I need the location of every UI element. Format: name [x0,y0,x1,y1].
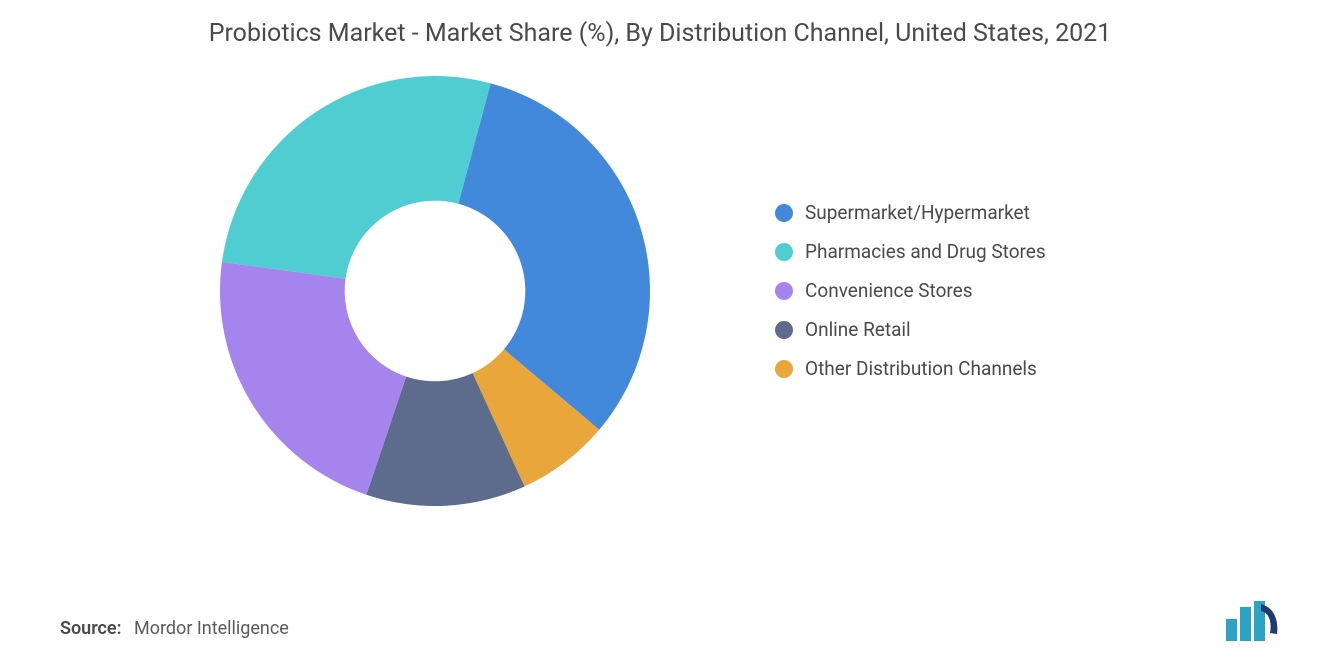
donut-slice [222,76,491,279]
legend-item: Other Distribution Channels [775,357,1115,380]
legend-label: Pharmacies and Drug Stores [805,240,1046,263]
legend-marker-icon [775,321,793,339]
legend-label: Other Distribution Channels [805,357,1037,380]
donut-chart [205,61,665,521]
legend: Supermarket/Hypermarket Pharmacies and Dr… [775,201,1115,380]
legend-label: Supermarket/Hypermarket [805,201,1030,224]
legend-marker-icon [775,243,793,261]
legend-item: Pharmacies and Drug Stores [775,240,1115,263]
brand-logo-icon [1226,601,1282,641]
chart-content: Supermarket/Hypermarket Pharmacies and Dr… [60,61,1260,521]
legend-marker-icon [775,360,793,378]
source-value: Mordor Intelligence [134,618,289,639]
legend-item: Online Retail [775,318,1115,341]
legend-item: Supermarket/Hypermarket [775,201,1115,224]
source-footer: Source: Mordor Intelligence [60,618,289,639]
legend-marker-icon [775,204,793,222]
source-label: Source: [60,618,122,639]
legend-label: Convenience Stores [805,279,973,302]
legend-item: Convenience Stores [775,279,1115,302]
chart-title: Probiotics Market - Market Share (%), By… [110,18,1210,51]
legend-marker-icon [775,282,793,300]
legend-label: Online Retail [805,318,911,341]
